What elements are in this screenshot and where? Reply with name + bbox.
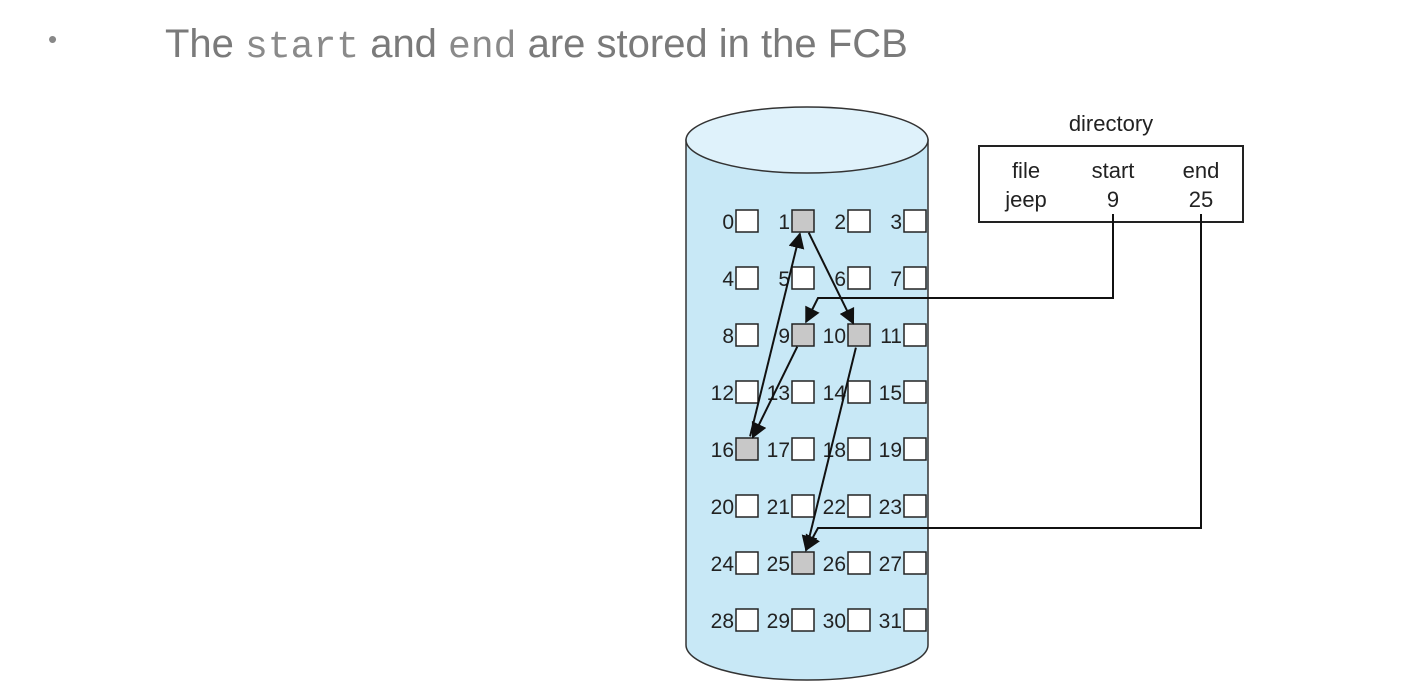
end-pointer-arrow (805, 214, 1202, 552)
free-block-29 (791, 608, 815, 632)
block-label-22: 22 (823, 496, 846, 519)
free-block-18 (847, 437, 871, 461)
free-block-21 (791, 494, 815, 518)
free-block-14 (847, 380, 871, 404)
free-block-8 (735, 323, 759, 347)
allocated-block-9 (791, 323, 815, 347)
free-block-7 (903, 266, 927, 290)
chain-link-16-to-1 (749, 232, 805, 437)
block-label-5: 5 (778, 268, 790, 291)
block-label-21: 21 (767, 496, 790, 519)
block-label-26: 26 (823, 553, 846, 576)
block-label-23: 23 (879, 496, 902, 519)
directory-header-end: end (1183, 158, 1220, 183)
free-block-27 (903, 551, 927, 575)
allocated-block-1 (791, 209, 815, 233)
block-label-14: 14 (823, 382, 847, 405)
block-label-4: 4 (722, 268, 734, 291)
block-label-6: 6 (834, 268, 846, 291)
bullet-marker: • (48, 24, 58, 54)
directory-cell-file: jeep (1004, 187, 1047, 212)
block-label-7: 7 (890, 268, 902, 291)
directory-table-border (978, 145, 1244, 223)
free-block-12 (735, 380, 759, 404)
block-label-8: 8 (722, 325, 734, 348)
free-block-0 (735, 209, 759, 233)
block-label-20: 20 (711, 496, 734, 519)
free-block-22 (847, 494, 871, 518)
block-label-3: 3 (890, 211, 902, 234)
block-chain-links (749, 232, 857, 552)
block-label-25: 25 (767, 553, 790, 576)
block-label-11: 11 (880, 325, 902, 348)
start-pointer-arrow (805, 214, 1114, 324)
block-label-10: 10 (823, 325, 846, 348)
free-block-26 (847, 551, 871, 575)
free-block-23 (903, 494, 927, 518)
block-label-29: 29 (767, 610, 790, 633)
directory-title: directory (1069, 111, 1153, 136)
block-label-27: 27 (879, 553, 902, 576)
allocated-block-10 (847, 323, 871, 347)
disk-top (685, 106, 929, 174)
block-label-28: 28 (711, 610, 734, 633)
directory-cell-start: 9 (1107, 187, 1119, 212)
directory-header-file: file (1012, 158, 1040, 183)
block-label-12: 12 (711, 382, 734, 405)
free-block-17 (791, 437, 815, 461)
bullet-line: • The start and end are stored in the FC… (0, 18, 1000, 78)
free-block-30 (847, 608, 871, 632)
chain-link-10-to-25 (801, 347, 857, 552)
free-block-15 (903, 380, 927, 404)
block-label-9: 9 (778, 325, 790, 348)
block-label-24: 24 (711, 553, 735, 576)
directory-cell-end: 25 (1189, 187, 1213, 212)
directory-pointers (805, 214, 1202, 552)
heading-text-1: The (165, 22, 246, 66)
block-label-1: 1 (778, 211, 790, 234)
directory: directory file start end jeep 9 25 (978, 111, 1244, 223)
heading-text-3: are stored in the FCB (516, 22, 908, 66)
free-block-20 (735, 494, 759, 518)
free-block-4 (735, 266, 759, 290)
heading-code-end: end (448, 26, 517, 69)
heading-text-2: and (359, 22, 449, 66)
free-block-28 (735, 608, 759, 632)
free-block-31 (903, 608, 927, 632)
allocated-block-25 (791, 551, 815, 575)
chain-link-1-to-10 (807, 232, 855, 325)
block-label-30: 30 (823, 610, 846, 633)
free-block-11 (903, 323, 927, 347)
heading-code-start: start (245, 26, 360, 69)
slide-heading: The start and end are stored in the FCB (165, 22, 908, 69)
free-block-13 (791, 380, 815, 404)
block-label-17: 17 (767, 439, 790, 462)
block-label-31: 31 (879, 610, 902, 633)
block-label-19: 19 (879, 439, 902, 462)
free-block-5 (791, 266, 815, 290)
block-label-16: 16 (711, 439, 734, 462)
free-block-6 (847, 266, 871, 290)
block-label-15: 15 (879, 382, 902, 405)
chain-link-9-to-16 (751, 346, 799, 439)
block-label-18: 18 (823, 439, 846, 462)
free-block-19 (903, 437, 927, 461)
directory-header-start: start (1092, 158, 1135, 183)
allocated-block-16 (735, 437, 759, 461)
free-block-24 (735, 551, 759, 575)
free-block-3 (903, 209, 927, 233)
free-block-2 (847, 209, 871, 233)
block-label-2: 2 (834, 211, 846, 234)
block-label-0: 0 (722, 211, 734, 234)
